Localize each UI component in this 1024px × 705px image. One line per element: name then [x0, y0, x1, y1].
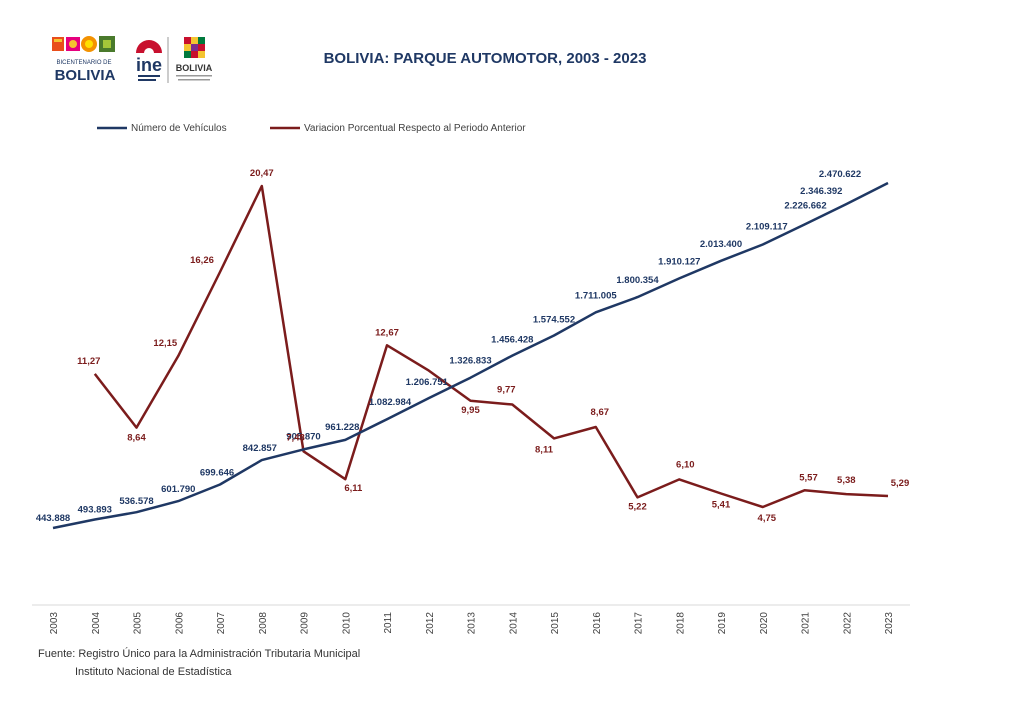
x-tick-label-2004: 2004 [91, 612, 102, 635]
vehicles-label-2009: 905.870 [286, 431, 320, 442]
variation-label-2020: 4,75 [758, 513, 777, 524]
variation-label-2008: 20,47 [250, 168, 274, 179]
vehicles-label-2018: 1.910.127 [658, 256, 700, 267]
vehicles-label-2016: 1.711.005 [575, 290, 617, 301]
variation-label-2013: 9,95 [461, 405, 480, 416]
variation-label-2014: 9,77 [497, 385, 516, 396]
x-tick-label-2013: 2013 [467, 612, 478, 635]
x-tick-label-2015: 2015 [550, 612, 561, 635]
x-tick-label-2005: 2005 [133, 612, 144, 635]
vehicles-label-2012: 1.206.751 [406, 377, 449, 388]
vehicles-label-2015: 1.574.552 [533, 315, 575, 326]
variation-label-2022: 5,38 [837, 475, 856, 486]
x-tick-label-2021: 2021 [801, 612, 812, 635]
vehicles-label-2004: 493.893 [78, 505, 112, 516]
variation-label-2018: 6,10 [676, 459, 695, 470]
bicentenario-small-text: BICENTENARIO DE [56, 60, 111, 66]
institution-logos: BICENTENARIO DE BOLIVIA ine BOLIVIA [52, 36, 213, 84]
series-layer [52, 181, 889, 530]
bicentenario-big-text: BOLIVIA [55, 67, 116, 84]
vehicles-label-2022: 2.346.392 [800, 186, 842, 197]
bicentenario-logo: BICENTENARIO DE BOLIVIA [52, 36, 116, 84]
vehicles-label-2008: 842.857 [243, 443, 277, 454]
x-tick-label-2018: 2018 [675, 612, 686, 635]
vehicles-label-2017: 1.800.354 [616, 275, 659, 286]
variation-label-2010: 6,11 [344, 483, 363, 494]
x-tick-label-2011: 2011 [383, 612, 394, 634]
x-tick-label-2007: 2007 [216, 612, 227, 635]
x-tick-label-2008: 2008 [258, 612, 269, 635]
vehicles-label-2011: 1.082.984 [369, 397, 412, 408]
x-tick-label-2017: 2017 [634, 612, 645, 635]
legend-label-0: Número de Vehículos [131, 123, 227, 134]
variation-label-2023: 5,29 [891, 478, 910, 489]
chart-title: BOLIVIA: PARQUE AUTOMOTOR, 2003 - 2023 [323, 50, 647, 67]
variation-label-2011: 12,67 [375, 327, 399, 338]
vehicles-label-2010: 961.228 [325, 422, 359, 433]
data-labels-layer: 443.888 493.893 536.578 601.790 699.646 842.8… [36, 168, 909, 524]
source-line-1: Fuente: Registro Único para la Administr… [38, 648, 361, 660]
vehicles-label-2006: 601.790 [161, 484, 195, 495]
x-tick-label-2006: 2006 [174, 612, 185, 635]
variation-label-2005: 8,64 [127, 433, 146, 444]
estado-plurinacional-logo: BOLIVIA [167, 37, 213, 83]
x-tick-label-2019: 2019 [717, 612, 728, 635]
ine-logo: ine [136, 40, 162, 81]
vehicles-label-2003: 443.888 [36, 513, 70, 524]
variation-label-2017: 5,22 [628, 501, 647, 512]
vehicles-label-2014: 1.456.428 [491, 335, 533, 346]
x-tick-label-2010: 2010 [341, 612, 352, 635]
vehicles-label-2013: 1.326.833 [449, 356, 491, 367]
x-tick-label-2022: 2022 [842, 612, 853, 635]
x-tick-label-2020: 2020 [759, 612, 770, 635]
x-tick-label-2016: 2016 [592, 612, 603, 635]
x-tick-label-2014: 2014 [508, 612, 519, 635]
ine-text: ine [136, 55, 162, 75]
source-line-2: Instituto Nacional de Estadística [75, 666, 232, 678]
x-axis: 2003 2004 2005 2006 2007 2008 2009 2010 2011 2012… [32, 604, 910, 635]
vehicles-label-2023: 2.470.622 [819, 169, 861, 180]
vehicles-label-2007: 699.646 [200, 468, 234, 479]
vehicles-label-2005: 536.578 [119, 496, 153, 507]
vehicles-label-2019: 2.013.400 [700, 239, 742, 250]
x-tick-label-2009: 2009 [300, 612, 311, 635]
estado-text: BOLIVIA [176, 63, 213, 73]
x-tick-label-2012: 2012 [425, 612, 436, 635]
variation-series-line [93, 184, 889, 509]
variation-label-2019: 5,41 [712, 500, 731, 511]
variation-label-2009: 7,48 [286, 432, 305, 443]
legend-label-1: Variacion Porcentual Respecto al Periodo… [304, 123, 526, 134]
variation-label-2006: 12,15 [153, 338, 177, 349]
vehicles-label-2021: 2.226.662 [784, 201, 826, 212]
vehicles-series-line [52, 181, 889, 530]
variation-label-2004: 11,27 [77, 356, 100, 367]
variation-label-2015: 8,11 [535, 444, 554, 455]
vehicles-label-2020: 2.109.117 [746, 222, 788, 233]
variation-label-2016: 8,67 [591, 407, 610, 418]
x-tick-label-2003: 2003 [49, 612, 60, 635]
chart-legend: Número de Vehículos Variacion Porcentual … [97, 123, 526, 134]
variation-label-2021: 5,57 [799, 472, 818, 483]
variation-label-2007: 16,26 [190, 255, 214, 266]
x-tick-label-2023: 2023 [884, 612, 895, 635]
